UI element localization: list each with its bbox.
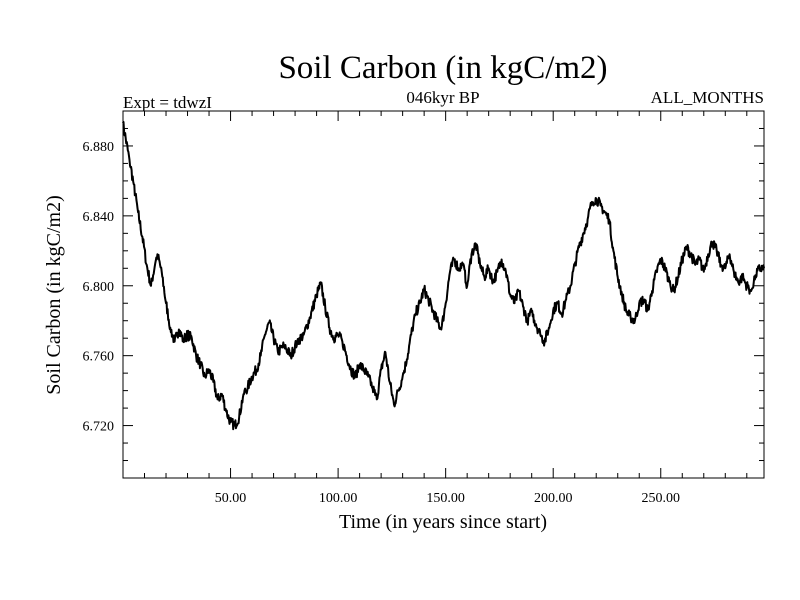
y-tick-label: 6.880 <box>83 140 115 155</box>
y-axis-ticks: 6.720 6.760 6.800 6.840 6.880 <box>83 140 764 435</box>
x-tick-label: 100.00 <box>319 491 358 506</box>
minor-ticks <box>123 110 764 478</box>
x-axis-ticks: 50.00 100.00 150.00 200.00 250.00 <box>215 111 680 506</box>
y-tick-label: 6.800 <box>83 280 115 295</box>
months-label: ALL_MONTHS <box>651 88 764 107</box>
period-label: 046kyr BP <box>406 88 479 107</box>
y-axis-label: Soil Carbon (in kgC/m2) <box>43 195 65 394</box>
chart-title: Soil Carbon (in kgC/m2) <box>278 50 607 86</box>
x-tick-label: 150.00 <box>426 491 465 506</box>
y-tick-label: 6.760 <box>83 350 115 365</box>
plot-frame <box>122 110 765 479</box>
y-tick-label: 6.720 <box>83 420 115 435</box>
x-tick-label: 250.00 <box>642 491 681 506</box>
soil-carbon-line <box>122 120 765 431</box>
x-tick-label: 50.00 <box>215 491 247 506</box>
experiment-label: Expt = tdwzI <box>123 93 212 112</box>
y-tick-label: 6.840 <box>83 210 115 225</box>
x-tick-label: 200.00 <box>534 491 573 506</box>
x-axis-label: Time (in years since start) <box>339 511 547 533</box>
